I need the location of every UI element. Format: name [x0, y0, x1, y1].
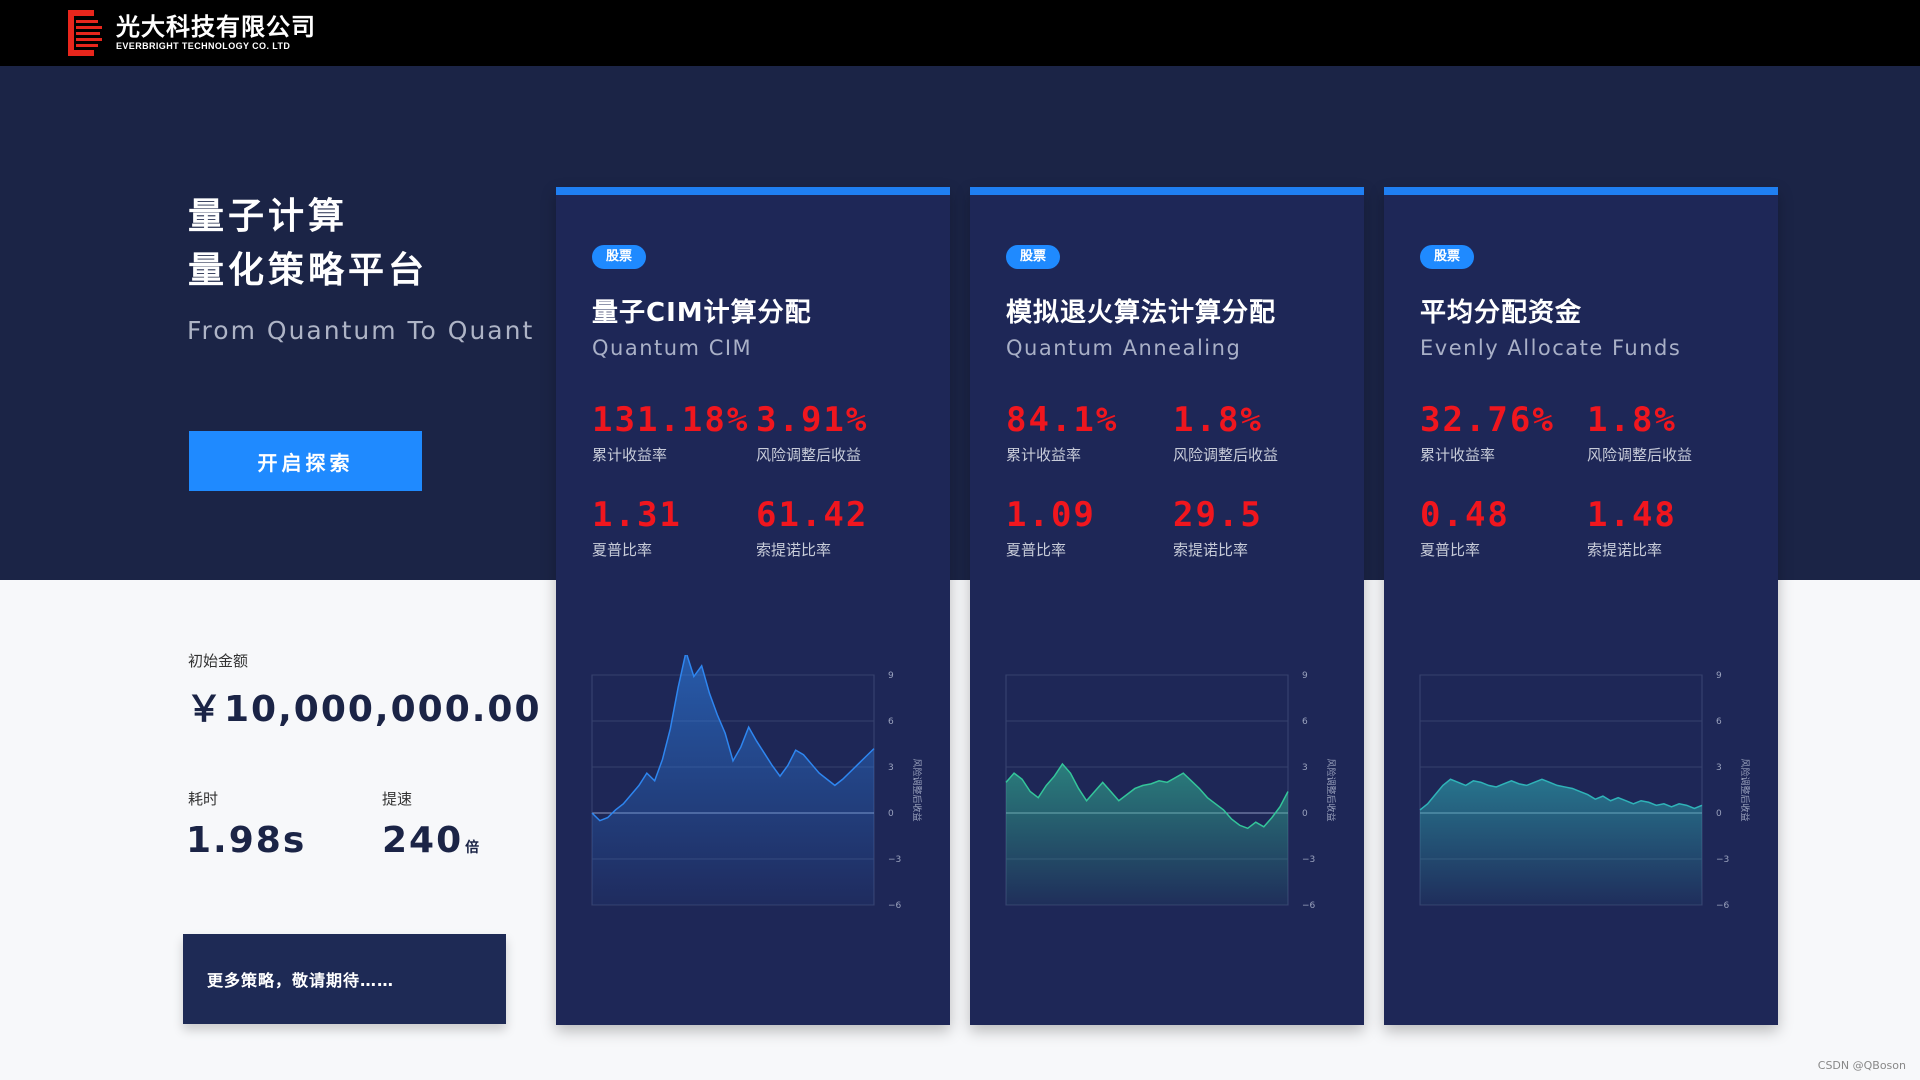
chart-y-tick-label: 3 — [888, 763, 894, 773]
metric-label: 风险调整后收益 — [1587, 446, 1693, 464]
metric-value: 1.48 — [1587, 495, 1677, 535]
start-explore-button[interactable]: 开启探索 — [189, 431, 422, 491]
chart-series-line — [1419, 778, 1703, 811]
metric-value: 3.91% — [756, 400, 869, 440]
time-value: 1.98s — [186, 820, 307, 861]
chart-series-line — [1005, 762, 1289, 830]
metric-label: 风险调整后收益 — [756, 446, 862, 464]
chart-y-tick-label: 9 — [1716, 671, 1722, 681]
everbright-logo-icon — [68, 10, 102, 56]
card-title: 模拟退火算法计算分配 — [1006, 298, 1277, 328]
metric-label: 夏普比率 — [592, 541, 653, 559]
chart-y-axis-label: 风险调整后收益 — [1325, 758, 1337, 821]
metric-label: 索提诺比率 — [1173, 541, 1249, 559]
chart-y-tick-label: 3 — [1716, 763, 1722, 773]
speedup-value-wrap: 240 倍 — [382, 820, 481, 861]
chart-y-tick-label: −6 — [1302, 901, 1316, 911]
metric-label: 夏普比率 — [1420, 541, 1481, 559]
metric-risk-adjusted-return: 1.8% 风险调整后收益 — [1173, 400, 1278, 465]
hero-title-line1: 量子计算 — [188, 196, 349, 237]
card-title: 量子CIM计算分配 — [592, 298, 812, 328]
chart-y-tick-label: −3 — [1302, 855, 1315, 865]
chart-y-tick-label: 3 — [1302, 763, 1308, 773]
return-area-chart: 9 6 3 0 −3 −6 风险调整后收益 — [1005, 671, 1337, 911]
metric-cumulative-return: 84.1% 累计收益率 — [1006, 400, 1118, 465]
more-strategies-box[interactable]: 更多策略，敬请期待…… — [183, 934, 506, 1024]
chart-y-tick-label: −3 — [1716, 855, 1729, 865]
strategy-card-annealing[interactable]: 股票 模拟退火算法计算分配 Quantum Annealing 84.1% 累计… — [970, 187, 1364, 1025]
strategy-card-cim[interactable]: 股票 量子CIM计算分配 Quantum CIM 131.18% 累计收益率 3… — [556, 187, 950, 1025]
hero-title-line2: 量化策略平台 — [188, 250, 429, 291]
metric-value: 0.48 — [1420, 495, 1510, 535]
metric-label: 累计收益率 — [1420, 446, 1496, 464]
chart-y-axis-label: 风险调整后收益 — [911, 758, 923, 821]
metric-cumulative-return: 131.18% 累计收益率 — [592, 400, 749, 465]
metric-value: 1.09 — [1006, 495, 1096, 535]
chart-y-tick-label: −6 — [1716, 901, 1730, 911]
metric-label: 累计收益率 — [1006, 446, 1082, 464]
company-logo[interactable]: 光大科技有限公司 EVERBRIGHT TECHNOLOGY CO. LTD — [68, 10, 316, 56]
card-subtitle: Evenly Allocate Funds — [1420, 336, 1682, 360]
metric-value: 61.42 — [756, 495, 869, 535]
metric-label: 夏普比率 — [1006, 541, 1067, 559]
return-area-chart: 9 6 3 0 −3 −6 风险调整后收益 — [591, 655, 923, 911]
metric-risk-adjusted-return: 3.91% 风险调整后收益 — [756, 400, 868, 465]
speedup-label: 提速 — [382, 790, 413, 808]
return-area-chart: 9 6 3 0 −3 −6 风险调整后收益 — [1419, 671, 1751, 911]
chart-y-tick-label: −6 — [888, 901, 902, 911]
chart-area-fill — [592, 655, 874, 905]
top-navbar: 光大科技有限公司 EVERBRIGHT TECHNOLOGY CO. LTD — [0, 0, 1920, 66]
metric-sortino-ratio: 29.5 索提诺比率 — [1173, 495, 1263, 560]
metric-sharpe-ratio: 1.31 夏普比率 — [592, 495, 682, 560]
card-title: 平均分配资金 — [1420, 298, 1583, 328]
hero-title: 量子计算 量化策略平台 — [188, 190, 428, 298]
chart-y-tick-label: 6 — [1716, 717, 1722, 727]
strategy-card-even[interactable]: 股票 平均分配资金 Evenly Allocate Funds 32.76% 累… — [1384, 187, 1778, 1025]
metric-value: 84.1% — [1006, 400, 1119, 440]
company-name-en: EVERBRIGHT TECHNOLOGY CO. LTD — [116, 41, 291, 51]
initial-amount-value: ￥10,000,000.00 — [186, 689, 542, 730]
chart-y-tick-label: 0 — [888, 809, 894, 819]
metric-value: 1.8% — [1173, 400, 1263, 440]
metric-label: 风险调整后收益 — [1173, 446, 1279, 464]
chart-area-fill — [1006, 763, 1288, 905]
metric-value: 1.8% — [1587, 400, 1677, 440]
metric-sharpe-ratio: 1.09 夏普比率 — [1006, 495, 1096, 560]
chart-y-tick-label: 9 — [1302, 671, 1308, 681]
card-subtitle: Quantum CIM — [592, 336, 753, 360]
company-name-cn: 光大科技有限公司 — [116, 13, 316, 41]
chart-y-tick-label: 0 — [1716, 809, 1722, 819]
metric-label: 索提诺比率 — [1587, 541, 1663, 559]
metric-label: 索提诺比率 — [756, 541, 832, 559]
metric-sharpe-ratio: 0.48 夏普比率 — [1420, 495, 1510, 560]
speedup-unit: 倍 — [465, 840, 482, 856]
metric-sortino-ratio: 1.48 索提诺比率 — [1587, 495, 1677, 560]
chart-y-tick-label: 6 — [1302, 717, 1308, 727]
hero-subtitle: From Quantum To Quant — [187, 316, 535, 345]
time-label: 耗时 — [188, 790, 219, 808]
chart-y-tick-label: 6 — [888, 717, 894, 727]
metric-sortino-ratio: 61.42 索提诺比率 — [756, 495, 868, 560]
card-badge: 股票 — [592, 245, 647, 269]
chart-y-axis-label: 风险调整后收益 — [1739, 758, 1751, 821]
metric-value: 1.31 — [592, 495, 682, 535]
card-subtitle: Quantum Annealing — [1006, 336, 1242, 360]
metric-label: 累计收益率 — [592, 446, 668, 464]
chart-y-tick-label: 0 — [1302, 809, 1308, 819]
initial-amount-label: 初始金额 — [188, 652, 249, 670]
card-badge: 股票 — [1420, 245, 1475, 269]
metric-risk-adjusted-return: 1.8% 风险调整后收益 — [1587, 400, 1692, 465]
footer-credit: CSDN @QBoson — [1817, 1059, 1906, 1072]
metric-value: 32.76% — [1420, 400, 1555, 440]
chart-area-fill — [1420, 779, 1702, 905]
metric-cumulative-return: 32.76% 累计收益率 — [1420, 400, 1555, 465]
chart-y-tick-label: −3 — [888, 855, 901, 865]
metric-value: 29.5 — [1173, 495, 1263, 535]
chart-series-line — [591, 655, 875, 822]
metric-value: 131.18% — [592, 400, 750, 440]
chart-y-tick-label: 9 — [888, 671, 894, 681]
speedup-value: 240 — [382, 820, 464, 861]
card-badge: 股票 — [1006, 245, 1061, 269]
